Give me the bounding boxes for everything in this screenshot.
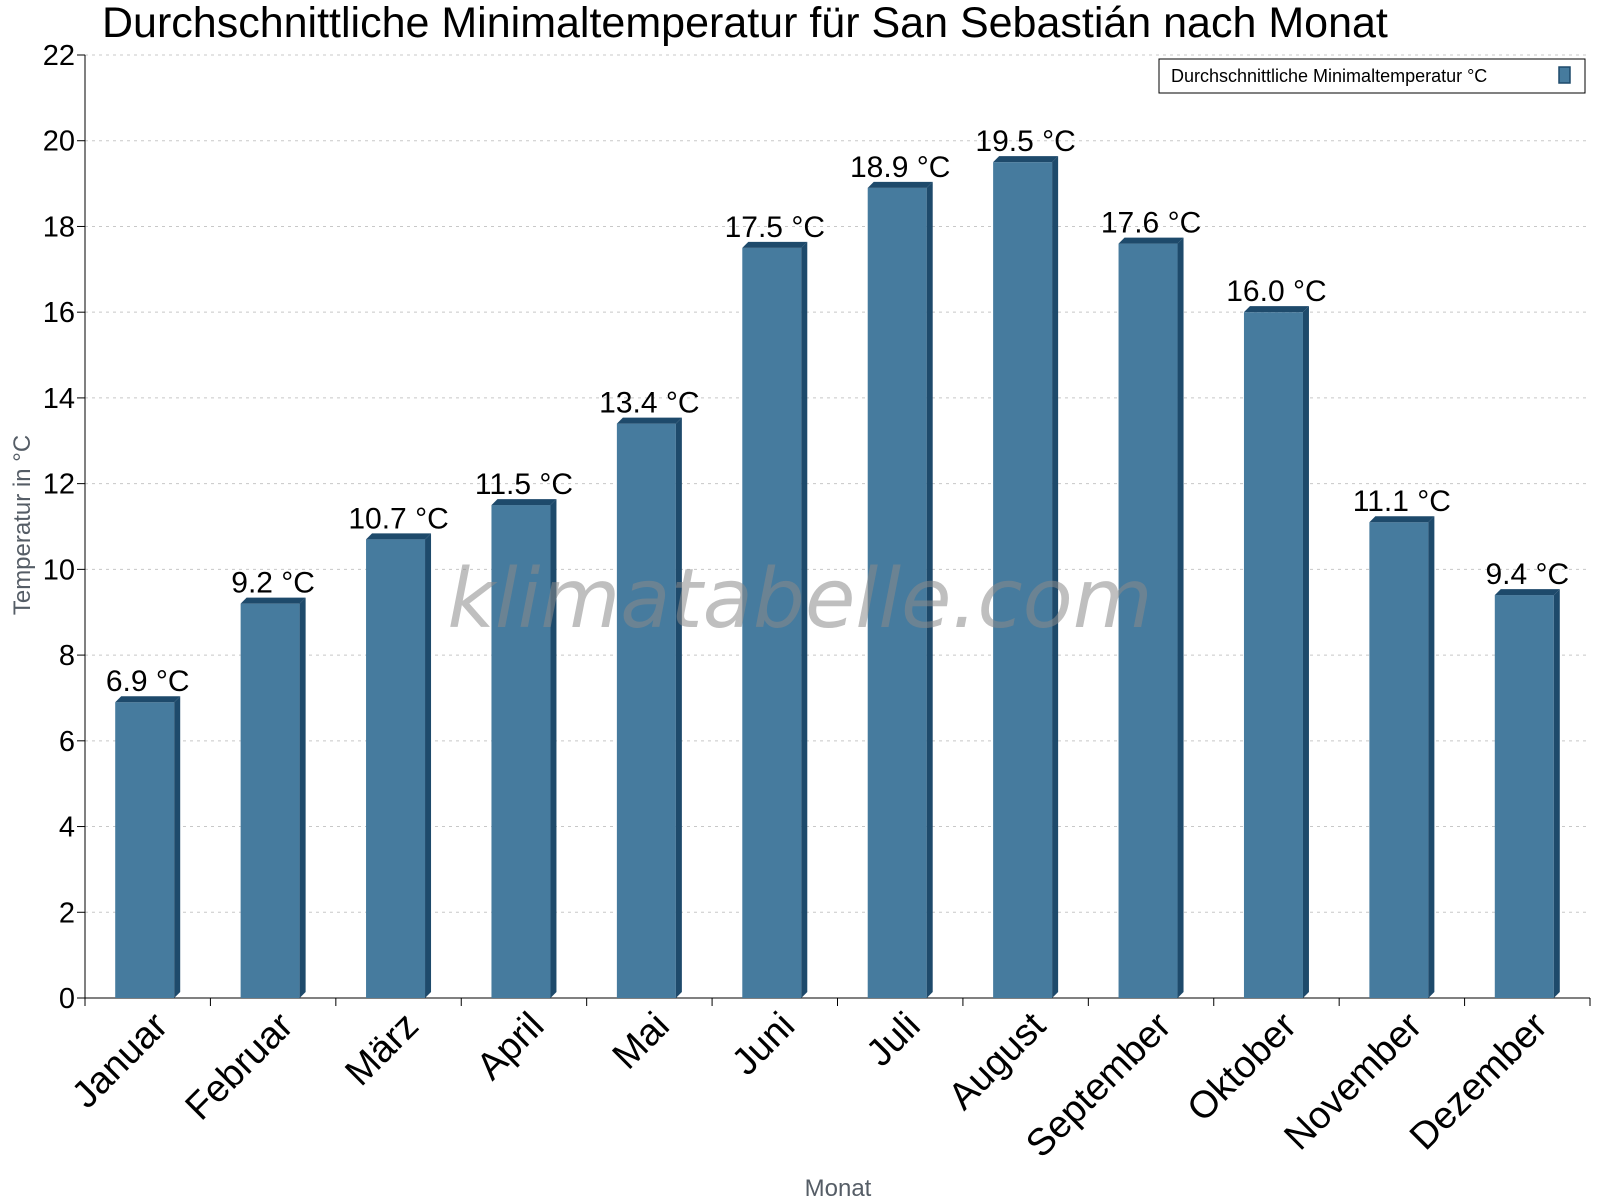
bar [742, 241, 808, 999]
data-label: 17.5 °C [725, 211, 825, 244]
bars [115, 156, 1560, 999]
bar-face [867, 187, 927, 999]
x-tick-label: Mai [605, 1005, 678, 1078]
x-tick-label: Dezember [1402, 1004, 1556, 1158]
bar-side [299, 597, 306, 998]
x-tick-label: Februar [178, 1004, 302, 1128]
x-tick-label: August [941, 1004, 1055, 1118]
bar-face [1118, 243, 1178, 999]
bar-side [425, 533, 432, 998]
bar-face [1494, 595, 1554, 998]
y-tick-label: 20 [43, 126, 75, 158]
bar [616, 417, 682, 998]
y-tick-label: 8 [59, 640, 75, 672]
y-tick-label: 14 [43, 383, 75, 415]
x-tick-label: März [337, 1005, 426, 1094]
bar-side [1177, 237, 1184, 999]
bar [1369, 516, 1435, 998]
bar-face [993, 162, 1053, 999]
bar-side [1428, 516, 1435, 998]
bar-side [926, 181, 933, 999]
y-tick-label: 18 [43, 211, 75, 243]
bar-top [1369, 516, 1435, 523]
bar-top [1243, 306, 1309, 313]
x-tick-labels: Januar Februar März April Mai Juni Juli AugustS… [64, 1004, 1556, 1165]
bar [1118, 237, 1184, 999]
bar-side [1052, 156, 1059, 999]
bar-top [491, 499, 557, 506]
y-tick-label: 4 [59, 812, 75, 844]
bar-top [742, 241, 808, 248]
bar [240, 597, 306, 998]
bar-side [675, 417, 682, 998]
bar [1243, 306, 1309, 998]
bar-face [240, 603, 300, 998]
grid-lines [85, 54, 1590, 913]
bar-side [550, 499, 557, 998]
bar-face [616, 423, 676, 998]
bar-side [1302, 306, 1309, 998]
bar-face [491, 505, 551, 998]
bar [491, 499, 557, 998]
data-label: 11.5 °C [475, 468, 573, 501]
bar-side [801, 241, 808, 999]
x-tick-label: April [469, 1005, 552, 1088]
bar-side [1553, 589, 1560, 998]
bar-top [1494, 589, 1560, 596]
data-label: 19.5 °C [975, 125, 1075, 158]
data-label: 13.4 °C [599, 387, 699, 420]
bar [867, 181, 933, 999]
y-tick-label: 10 [43, 554, 75, 586]
bar-top [115, 696, 181, 703]
y-tick-label: 0 [59, 983, 75, 1015]
bar-top [993, 156, 1059, 163]
data-label: 18.9 °C [850, 151, 950, 184]
legend-box [1158, 58, 1586, 94]
bar-face [742, 247, 802, 999]
data-label: 6.9 °C [106, 665, 190, 698]
y-tick-label: 2 [59, 897, 75, 929]
bar-top [366, 533, 432, 540]
bar-face [115, 702, 175, 998]
data-label: 16.0 °C [1226, 275, 1326, 308]
bar-face [1369, 522, 1429, 998]
x-tick-label: Oktober [1180, 1004, 1306, 1130]
data-labels: 6.9 °C 9.2 °C 10.7 °C 11.5 °C 13.4 °C 17.5 °C… [106, 125, 1569, 698]
bar-top [616, 417, 682, 424]
legend-swatch [1558, 66, 1571, 84]
data-label: 11.1 °C [1353, 485, 1451, 518]
bar-top [240, 597, 306, 604]
x-axis-label: Monat [805, 1175, 872, 1200]
bar [993, 156, 1059, 999]
data-label: 17.6 °C [1101, 207, 1201, 240]
data-label: 9.2 °C [231, 567, 315, 600]
x-tick-label: Januar [64, 1004, 176, 1116]
data-label: 9.4 °C [1485, 558, 1569, 591]
y-tick-label: 22 [43, 40, 75, 72]
x-tick-label: Juli [859, 1005, 929, 1075]
bar-side [174, 696, 181, 998]
y-axis-label: Temperatur in °C [9, 435, 36, 615]
watermark-text: klimatabelle.com [447, 552, 1152, 647]
bar-top [1118, 237, 1184, 244]
y-tick-label: 12 [43, 469, 75, 501]
x-tick-label: Juni [724, 1005, 803, 1084]
y-tick-label: 16 [43, 297, 75, 329]
axes [77, 54, 1591, 1006]
bar [1494, 589, 1560, 998]
bar [115, 696, 181, 998]
bar-face [1243, 312, 1303, 998]
y-tick-label: 6 [59, 726, 75, 758]
bar-face [366, 539, 426, 998]
bar [366, 533, 432, 998]
data-label: 10.7 °C [348, 502, 448, 535]
legend: Durchschnittliche Minimaltemperatur °C [1158, 58, 1586, 94]
legend-label: Durchschnittliche Minimaltemperatur °C [1171, 66, 1487, 86]
bar-top [867, 181, 933, 188]
chart-title: Durchschnittliche Minimaltemperatur für … [102, 0, 1388, 47]
y-tick-labels: 0 2 4 6 8 10 12 14 16 18 20 22 [43, 40, 75, 1015]
